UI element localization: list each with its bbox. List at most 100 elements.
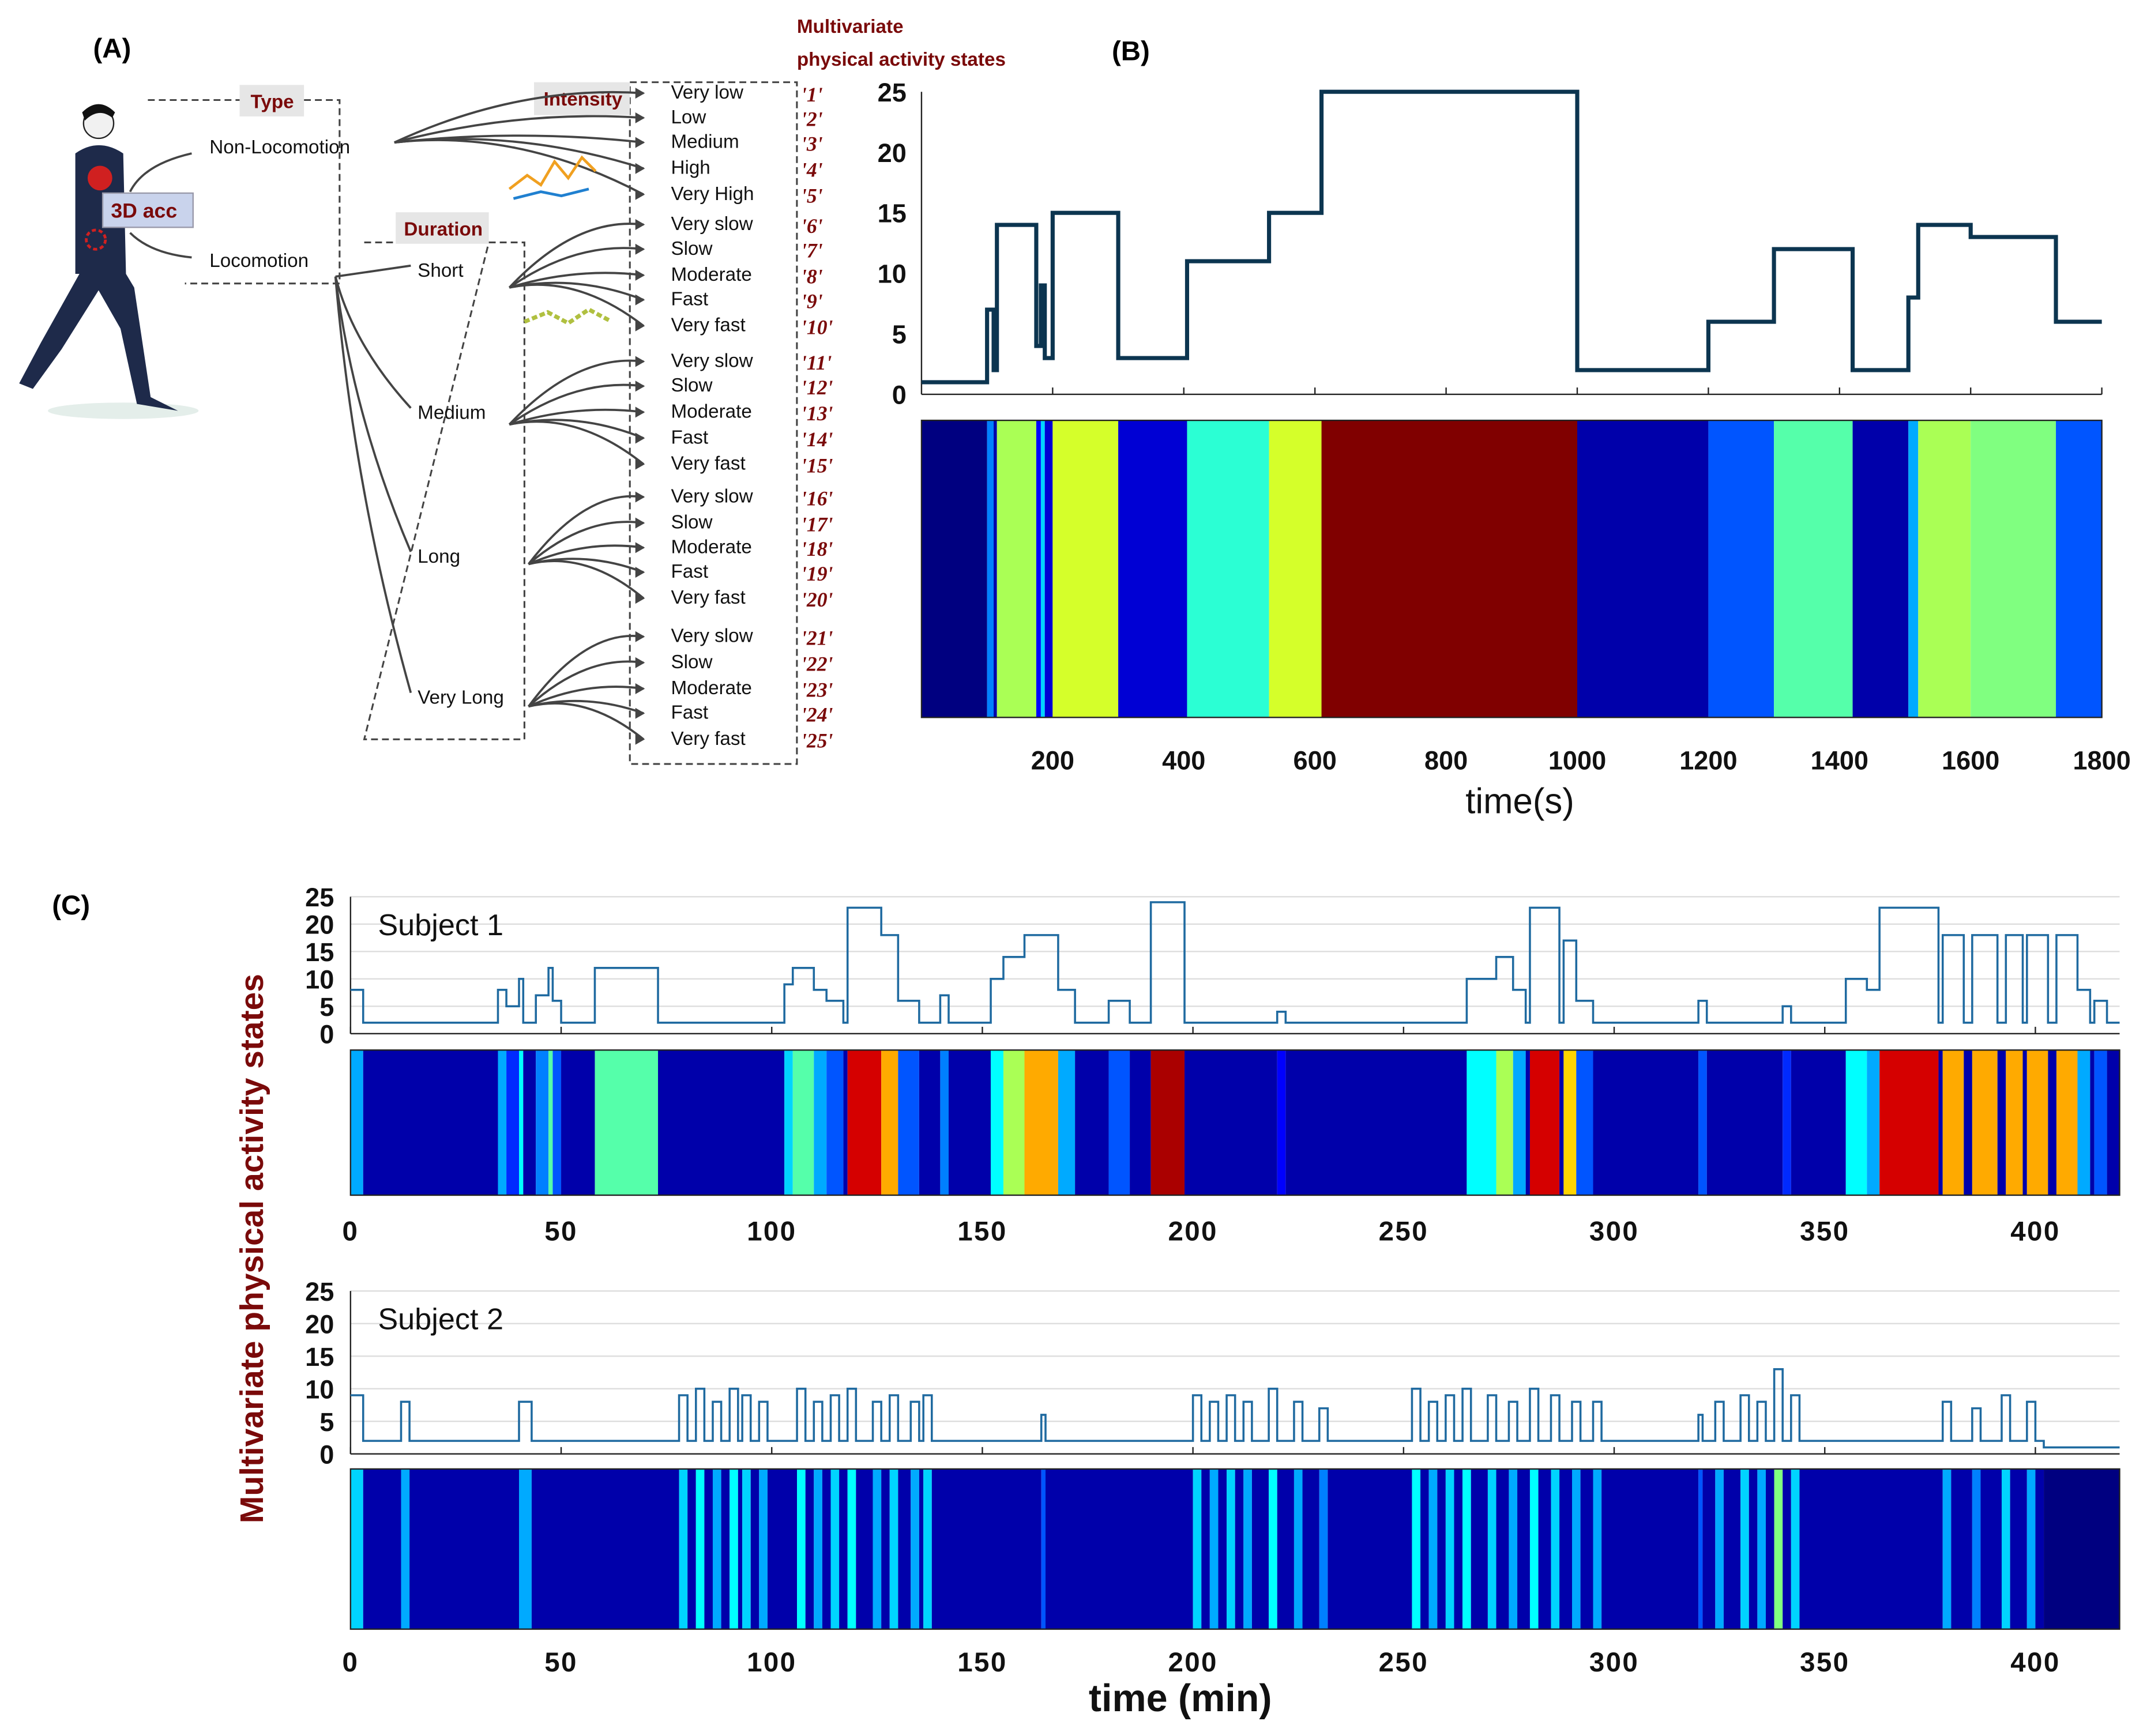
duration-box <box>363 241 525 740</box>
state-color-band <box>518 1468 532 1629</box>
state-code: '19' <box>801 562 833 585</box>
state-color-band <box>1130 1050 1151 1195</box>
state-color-band <box>805 1468 814 1629</box>
state-color-band <box>704 1468 713 1629</box>
arrowhead-icon <box>635 189 645 200</box>
state-color-band <box>1997 1050 2006 1195</box>
state-color-band <box>1517 1468 1530 1629</box>
tree-arrow <box>528 702 645 740</box>
state-label: Slow <box>671 652 713 673</box>
y-tick-label: 5 <box>319 1407 334 1437</box>
state-line <box>350 1368 2120 1449</box>
state-color-band <box>1706 1050 1783 1195</box>
tree-arrow <box>394 91 644 144</box>
state-color-band <box>1108 1050 1130 1195</box>
x-tick-label: 50 <box>544 1647 578 1678</box>
state-label: Very slow <box>671 350 753 371</box>
state-color-band <box>1538 1468 1551 1629</box>
duration-0: Short <box>418 260 463 281</box>
state-color-band <box>797 1468 806 1629</box>
state-color-band <box>1765 1468 1774 1629</box>
state-color-band <box>847 1468 856 1629</box>
state-color-band <box>350 1050 363 1195</box>
sensor-label: 3D acc <box>111 199 177 223</box>
state-color-band <box>987 420 994 718</box>
x-tick-label: 200 <box>1168 1216 1217 1247</box>
duration-1: Medium <box>418 402 486 424</box>
state-color-band <box>898 1050 919 1195</box>
colorbar-frame <box>920 419 2103 718</box>
state-color-band <box>1218 1468 1227 1629</box>
state-color-band <box>2026 1468 2036 1629</box>
arrowhead-icon <box>635 733 645 745</box>
state-color-band <box>363 1050 498 1195</box>
arrowhead-icon <box>635 320 645 332</box>
arrowhead-icon <box>635 406 645 418</box>
state-color-band <box>1938 1050 1943 1195</box>
state-code: '17' <box>801 513 833 536</box>
state-color-band <box>2006 1050 2023 1195</box>
state-color-band <box>767 1468 798 1629</box>
state-code: '22' <box>801 653 833 676</box>
state-label: Moderate <box>671 536 751 558</box>
state-color-band <box>1243 1468 1252 1629</box>
tree-arrow <box>509 420 645 465</box>
state-code: '9' <box>801 289 823 312</box>
tree-arrow <box>528 521 644 565</box>
x-tick-label: 300 <box>1589 1216 1639 1247</box>
state-color-band <box>1045 1468 1193 1629</box>
x-tick-label: 150 <box>957 1647 1007 1678</box>
arrow-non-locomotion <box>129 152 192 193</box>
arrowhead-icon <box>635 707 645 719</box>
x-tick-label: 400 <box>1162 746 1205 775</box>
y-tick-label: 20 <box>305 1309 334 1339</box>
state-label: Very fast <box>671 587 745 608</box>
arrowhead-icon <box>635 631 645 642</box>
x-tick-label: 150 <box>957 1216 1007 1247</box>
state-color-band <box>401 1468 410 1629</box>
arrowhead-icon <box>635 112 645 123</box>
x-tick-label: 1200 <box>1679 746 1737 775</box>
state-color-band <box>2044 1468 2120 1629</box>
state-color-band <box>2090 1050 2095 1195</box>
state-label: Very slow <box>671 486 753 507</box>
state-color-band <box>1487 1468 1496 1629</box>
state-color-band <box>730 1468 738 1629</box>
state-color-band <box>2048 1050 2056 1195</box>
y-tick-label: 0 <box>892 381 907 410</box>
type-box <box>148 99 341 285</box>
panel-c-xlabel: time (min) <box>1089 1677 1272 1720</box>
state-color-band <box>2077 1050 2090 1195</box>
state-label: Fast <box>671 427 708 448</box>
x-tick-label: 200 <box>1031 746 1074 775</box>
state-color-band <box>1698 1468 1703 1629</box>
state-color-band <box>1024 1050 1058 1195</box>
state-color-band <box>350 1468 363 1629</box>
y-tick-label: 15 <box>305 1342 334 1372</box>
state-label: Moderate <box>671 264 751 285</box>
state-color-band <box>911 1468 919 1629</box>
state-label: Fast <box>671 702 708 724</box>
state-color-band <box>994 420 997 718</box>
state-color-band <box>1551 1468 1560 1629</box>
state-color-band <box>1972 1468 1981 1629</box>
state-color-band <box>1269 420 1322 718</box>
intensity-signal-icon <box>513 187 589 200</box>
state-color-band <box>889 1468 898 1629</box>
x-tick-label: 350 <box>1800 1216 1849 1247</box>
state-color-band <box>1445 1468 1454 1629</box>
state-color-band <box>1559 1468 1572 1629</box>
state-color-band <box>1749 1468 1758 1629</box>
state-color-band <box>695 1468 705 1629</box>
state-label: Moderate <box>671 677 751 699</box>
state-color-band <box>856 1468 873 1629</box>
state-color-band <box>1302 1468 1319 1629</box>
panel-b-xlabel: time(s) <box>1465 782 1574 822</box>
x-tick-label: 50 <box>544 1216 578 1247</box>
arrowhead-icon <box>635 88 645 99</box>
panel-b-chart: 0 5 10 15 20 25 200 400 600 800 1000 1200 1400 1600 18… <box>878 78 2131 775</box>
y-tick-label: 15 <box>305 937 334 967</box>
state-color-band <box>1052 420 1119 718</box>
